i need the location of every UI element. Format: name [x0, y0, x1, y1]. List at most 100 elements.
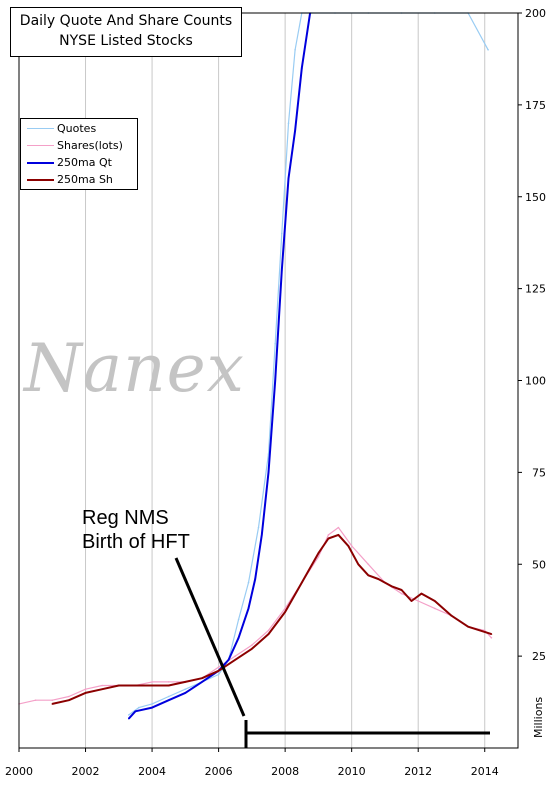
legend-item-250ma-sh: 250ma Sh: [27, 171, 137, 188]
data-point: [400, 592, 403, 595]
data-point: [184, 681, 187, 683]
data-point: [274, 342, 277, 345]
annotation-line-2: Birth of HFT: [82, 531, 190, 553]
data-point: [138, 706, 140, 709]
legend-swatch-250ma-qt: [27, 161, 54, 164]
data-point: [390, 585, 393, 588]
data-point: [167, 695, 170, 698]
legend-item-250ma-qt: 250ma Qt: [27, 154, 137, 171]
x-tick-label: 2002: [72, 765, 100, 778]
data-point: [420, 592, 423, 595]
data-point: [284, 607, 286, 610]
data-point: [217, 666, 220, 668]
data-point: [151, 681, 153, 683]
legend-swatch-250ma-sh: [27, 178, 54, 181]
data-point: [417, 600, 420, 602]
data-point: [201, 681, 203, 683]
data-point: [317, 556, 320, 558]
data-point: [377, 578, 380, 580]
data-point: [281, 269, 283, 272]
data-point: [251, 648, 253, 650]
data-point: [201, 677, 203, 679]
series-line-250ma-sh: [52, 533, 492, 705]
data-point: [128, 714, 130, 716]
data-point: [267, 633, 270, 635]
y-tick-label: 200: [525, 7, 546, 20]
data-point: [234, 659, 236, 661]
data-point: [128, 717, 130, 720]
data-point: [134, 684, 137, 687]
y-tick-label: 175: [525, 99, 546, 112]
data-point: [327, 537, 330, 540]
data-point: [184, 692, 187, 694]
legend: Quotes Shares(lots) 250ma Qt 250ma Sh: [20, 118, 138, 190]
data-point: [84, 688, 87, 690]
data-point: [337, 526, 340, 529]
data-point: [434, 607, 436, 610]
data-point: [118, 684, 120, 687]
data-point: [237, 618, 240, 621]
annotation-pointer-line: [174, 557, 246, 717]
data-point: [217, 670, 220, 672]
data-point: [301, 581, 303, 584]
x-tick-labels: 2000 2002 2004 2006 2008 2010 2012 2014: [5, 748, 499, 778]
legend-swatch-shares: [27, 145, 54, 146]
data-point: [347, 545, 350, 547]
data-point: [251, 644, 253, 646]
data-point: [294, 49, 296, 51]
data-point: [234, 655, 236, 657]
data-point: [254, 578, 256, 580]
data-point: [301, 67, 303, 69]
data-point: [101, 688, 103, 690]
chart-title: Daily Quote And Share Counts: [19, 13, 233, 29]
data-point: [327, 534, 330, 536]
data-point: [367, 574, 370, 577]
y-tick-label: 150: [525, 191, 546, 204]
data-point: [357, 563, 360, 566]
data-point: [151, 703, 153, 705]
data-point: [317, 552, 320, 554]
data-point: [287, 122, 290, 125]
legend-label-shares: Shares(lots): [57, 139, 123, 152]
annotation-arrows: [174, 557, 490, 748]
data-point: [68, 695, 70, 698]
y-tick-label: 50: [532, 558, 546, 571]
data-point: [237, 637, 240, 639]
data-point: [227, 659, 230, 661]
data-point: [247, 581, 250, 584]
annotation-line-1: Reg NMS: [82, 507, 169, 529]
data-point: [400, 589, 403, 591]
data-point: [34, 699, 37, 701]
watermark: Nanex: [24, 330, 245, 407]
data-point: [167, 684, 170, 687]
data-point: [487, 49, 489, 51]
annotation-text: Reg NMS Birth of HFT: [82, 506, 190, 554]
data-point: [337, 534, 340, 536]
y-tick-label: 125: [525, 283, 546, 296]
data-point: [184, 688, 187, 690]
y-tick-label: 100: [525, 375, 546, 388]
legend-item-quotes: Quotes: [27, 120, 137, 137]
data-point: [294, 129, 296, 132]
legend-label-250ma-sh: 250ma Sh: [57, 173, 113, 186]
data-point: [167, 681, 170, 683]
data-point: [101, 684, 103, 687]
chart-title-box: Daily Quote And Share Counts NYSE Listed…: [10, 7, 242, 57]
data-point: [68, 699, 70, 701]
y-tick-label: 25: [532, 650, 546, 663]
data-point: [134, 710, 137, 713]
data-point: [257, 526, 260, 529]
data-point: [450, 614, 453, 617]
data-point: [467, 625, 469, 628]
data-point: [84, 692, 87, 694]
x-tick-label: 2000: [5, 765, 33, 778]
x-tick-label: 2004: [138, 765, 166, 778]
data-point: [217, 673, 220, 676]
data-point: [281, 232, 283, 235]
legend-label-quotes: Quotes: [57, 122, 97, 135]
data-point: [51, 699, 54, 701]
data-point: [167, 699, 170, 701]
data-point: [284, 611, 286, 613]
legend-item-shares: Shares(lots): [27, 137, 137, 154]
